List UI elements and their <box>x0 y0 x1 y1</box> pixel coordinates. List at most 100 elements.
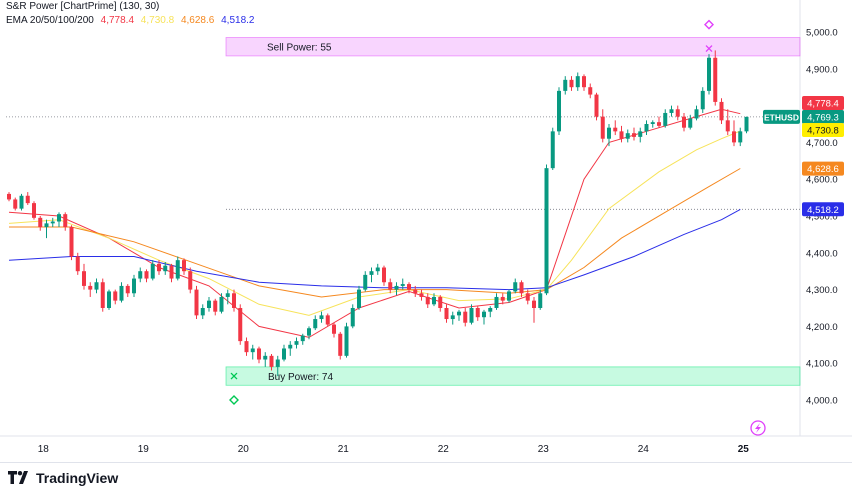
candle-body[interactable] <box>244 341 249 353</box>
candle-body[interactable] <box>544 168 549 294</box>
candle-body[interactable] <box>569 79 574 88</box>
ema-20-line[interactable] <box>8 108 741 338</box>
candle-body[interactable] <box>25 195 30 204</box>
candle-body[interactable] <box>407 284 411 290</box>
candle-body[interactable] <box>207 300 211 308</box>
sell-power-zone[interactable] <box>225 37 801 57</box>
candle-body[interactable] <box>200 308 205 316</box>
candle-body[interactable] <box>600 116 605 139</box>
ema-200-line[interactable] <box>8 208 741 291</box>
candle-body[interactable] <box>294 341 299 345</box>
candle-body[interactable] <box>513 282 518 292</box>
candle-body[interactable] <box>257 348 261 360</box>
candle-body[interactable] <box>332 324 336 334</box>
candle-body[interactable] <box>563 79 568 91</box>
candle-body[interactable] <box>250 348 255 353</box>
candle-body[interactable] <box>157 263 161 272</box>
candle-body[interactable] <box>682 116 686 128</box>
candle-body[interactable] <box>363 274 368 290</box>
candle-body[interactable] <box>219 296 224 312</box>
candle-body[interactable] <box>82 271 86 286</box>
candle-body[interactable] <box>57 214 61 222</box>
candle-body[interactable] <box>269 355 274 367</box>
candle-body[interactable] <box>119 285 124 301</box>
candle-body[interactable] <box>619 131 624 139</box>
lightning-icon[interactable] <box>750 420 766 436</box>
candle-body[interactable] <box>425 296 430 305</box>
candle-body[interactable] <box>113 291 118 301</box>
candle-body[interactable] <box>325 315 330 325</box>
candle-body[interactable] <box>738 131 743 143</box>
candle-body[interactable] <box>188 271 193 290</box>
candle-body[interactable] <box>213 300 218 312</box>
candle-body[interactable] <box>432 296 436 305</box>
candle-body[interactable] <box>488 308 493 312</box>
candle-body[interactable] <box>300 335 305 342</box>
candle-body[interactable] <box>13 199 18 209</box>
candle-body[interactable] <box>32 203 36 218</box>
price-axis-tag[interactable] <box>802 96 844 110</box>
candle-body[interactable] <box>419 293 424 297</box>
candle-body[interactable] <box>232 293 236 308</box>
candle-body[interactable] <box>263 355 268 360</box>
candle-body[interactable] <box>482 311 486 318</box>
candle-body[interactable] <box>144 271 149 279</box>
candle-body[interactable] <box>450 315 455 320</box>
price-axis-tag[interactable] <box>802 202 844 217</box>
symbol-price-tag[interactable] <box>763 109 800 124</box>
candle-body[interactable] <box>550 131 555 169</box>
candle-body[interactable] <box>650 122 655 124</box>
ema-legend[interactable]: EMA 20/50/100/200 4,778.4 4,730.8 4,628.… <box>6 14 254 28</box>
candle-body[interactable] <box>138 271 143 279</box>
candle-body[interactable] <box>7 193 11 200</box>
price-axis-tag[interactable] <box>802 161 844 176</box>
candle-body[interactable] <box>107 291 111 308</box>
candle-body[interactable] <box>182 260 186 272</box>
candle-body[interactable] <box>525 293 530 301</box>
candle-body[interactable] <box>100 282 105 308</box>
candle-body[interactable] <box>719 101 724 121</box>
candle-body[interactable] <box>732 131 736 143</box>
candle-body[interactable] <box>638 131 643 137</box>
buy-signal-x-icon[interactable] <box>230 372 238 380</box>
candle-body[interactable] <box>313 319 318 329</box>
candle-body[interactable] <box>357 289 361 308</box>
candle-body[interactable] <box>50 221 55 224</box>
candle-body[interactable] <box>519 282 524 294</box>
candle-body[interactable] <box>375 267 380 272</box>
candle-body[interactable] <box>575 76 580 88</box>
candle-body[interactable] <box>382 267 386 283</box>
candle-body[interactable] <box>694 109 699 119</box>
candle-body[interactable] <box>238 308 243 342</box>
price-axis-tag[interactable] <box>802 123 844 137</box>
sell-signal-x-icon[interactable] <box>705 45 713 53</box>
candle-body[interactable] <box>394 285 399 290</box>
candle-body[interactable] <box>588 87 593 95</box>
candle-body[interactable] <box>557 90 561 132</box>
ema-100-line[interactable] <box>9 168 741 298</box>
candle-body[interactable] <box>388 282 393 290</box>
sell-signal-diamond-icon[interactable] <box>704 19 714 30</box>
candle-body[interactable] <box>469 308 474 323</box>
candle-body[interactable] <box>744 116 749 132</box>
sr-power-legend[interactable]: S&R Power [ChartPrime] (130, 30) <box>6 1 160 12</box>
candle-body[interactable] <box>75 256 80 272</box>
candle-body[interactable] <box>413 289 418 294</box>
candle-body[interactable] <box>307 328 311 336</box>
candle-body[interactable] <box>632 133 636 137</box>
candle-body[interactable] <box>19 195 24 209</box>
candle-body[interactable] <box>338 333 343 356</box>
candle-body[interactable] <box>700 90 705 110</box>
candle-body[interactable] <box>463 311 468 323</box>
candle-body[interactable] <box>713 57 718 102</box>
candle-body[interactable] <box>275 359 280 367</box>
candle-body[interactable] <box>400 284 405 286</box>
candle-body[interactable] <box>532 300 536 308</box>
candle-body[interactable] <box>125 285 130 294</box>
candle-body[interactable] <box>169 265 174 279</box>
candle-body[interactable] <box>319 315 324 320</box>
candle-body[interactable] <box>94 282 99 290</box>
candle-body[interactable] <box>163 265 168 272</box>
candle-body[interactable] <box>707 57 711 91</box>
